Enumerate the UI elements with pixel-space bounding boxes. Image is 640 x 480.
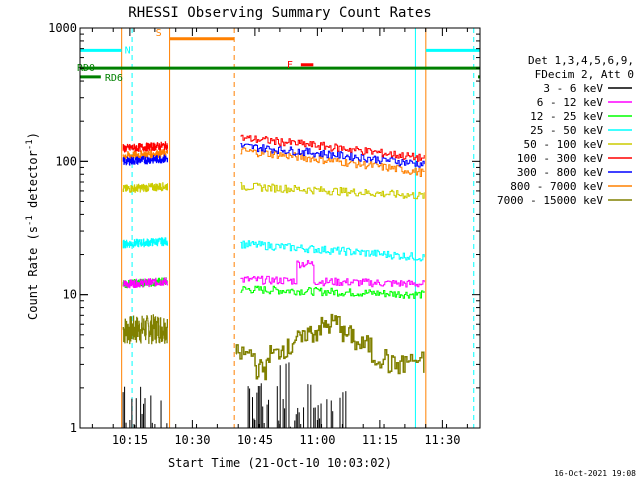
y-tick-label: 10 xyxy=(63,288,77,302)
legend-label: 800 - 7000 keV xyxy=(510,180,603,193)
x-axis-label: Start Time (21-Oct-10 10:03:02) xyxy=(168,456,392,470)
series-7000-15000-kev-seg2 xyxy=(235,313,425,381)
series-line xyxy=(240,134,425,162)
series-3-6-kev xyxy=(122,362,347,428)
series-line xyxy=(240,143,425,168)
x-tick-label: 10:45 xyxy=(237,433,273,447)
legend-label: 12 - 25 keV xyxy=(530,110,603,123)
x-tick-label: 11:00 xyxy=(299,433,335,447)
legend-label: 100 - 300 keV xyxy=(517,152,603,165)
series-50-100-kev xyxy=(122,182,425,200)
series-line xyxy=(122,149,168,160)
legend-label: 7000 - 15000 keV xyxy=(497,194,603,207)
legend-label: 300 - 800 keV xyxy=(517,166,603,179)
plot-area: S N F RD0 RD6 xyxy=(77,28,480,428)
legend-label: 3 - 6 keV xyxy=(543,82,603,95)
legend-header-decimation: FDecim 2, Att 0 xyxy=(535,68,634,81)
legend-label: 6 - 12 keV xyxy=(537,96,604,109)
legend: Det 1,3,4,5,6,9, FDecim 2, Att 0 3 - 6 k… xyxy=(497,54,634,207)
legend-label: 50 - 100 keV xyxy=(524,138,604,151)
series-line xyxy=(122,277,168,289)
series-25-50-kev xyxy=(122,237,425,262)
x-axis: 10:15 10:30 10:45 11:00 11:15 11:30 xyxy=(91,28,468,447)
flag-label-n: N xyxy=(125,45,131,56)
series-line xyxy=(240,260,425,288)
series-line xyxy=(122,182,168,193)
legend-header-detectors: Det 1,3,4,5,6,9, xyxy=(528,54,634,67)
x-tick-label: 10:30 xyxy=(174,433,210,447)
y-tick-label: 100 xyxy=(55,154,77,168)
chart-title: RHESSI Observing Summary Count Rates xyxy=(128,5,431,21)
flag-label-rd6: RD6 xyxy=(105,73,123,84)
y-axis: 1 10 100 1000 xyxy=(48,21,480,435)
y-tick-label: 1 xyxy=(70,421,77,435)
flag-label-s: S xyxy=(156,28,162,39)
y-tick-label: 1000 xyxy=(48,21,77,35)
series-line xyxy=(122,314,168,345)
series-line xyxy=(240,147,425,177)
series-line xyxy=(240,240,425,262)
legend-label: 25 - 50 keV xyxy=(530,124,603,137)
series-line xyxy=(235,313,425,381)
x-tick-label: 11:30 xyxy=(424,433,460,447)
series-line xyxy=(122,237,168,249)
x-tick-label: 10:15 xyxy=(112,433,148,447)
series-7000-15000-kev xyxy=(122,314,168,345)
footer-timestamp: 16-Oct-2021 19:08 xyxy=(554,469,636,478)
series-100-300-kev xyxy=(122,134,425,162)
flag-label-rd0: RD0 xyxy=(77,63,95,74)
series-line xyxy=(240,182,425,200)
x-tick-label: 11:15 xyxy=(362,433,398,447)
series-300-800-kev xyxy=(122,143,425,168)
flag-label-f: F xyxy=(287,60,293,71)
series-line xyxy=(122,141,168,153)
y-axis-label: Count Rate (s-1 detector-1) xyxy=(25,132,40,320)
series-line xyxy=(240,285,425,299)
series-6-12-kev xyxy=(122,260,425,289)
series-line xyxy=(122,154,168,166)
